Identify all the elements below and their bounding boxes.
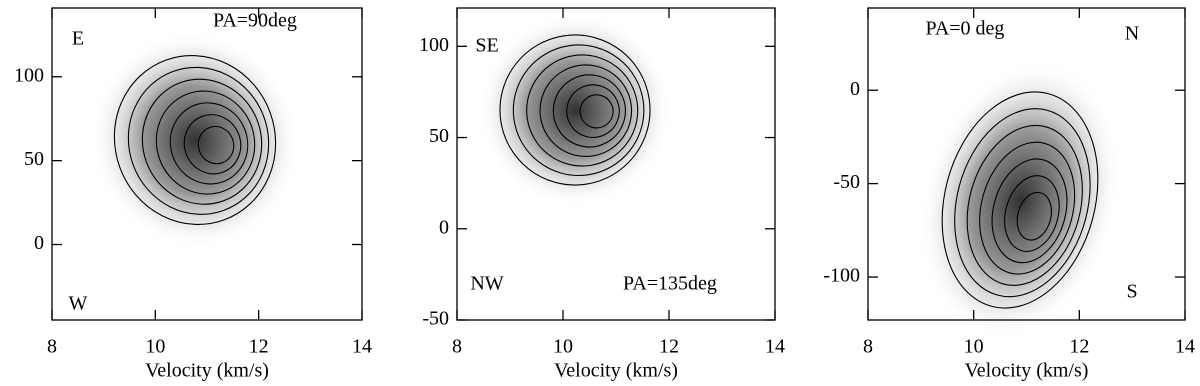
y-tick-label: -50 — [833, 171, 860, 193]
contour — [979, 141, 1076, 275]
y-tick-label: 50 — [429, 125, 449, 147]
annotation: PA=0 deg — [926, 18, 1005, 40]
annotation: N — [1125, 23, 1139, 45]
contour — [197, 125, 235, 165]
x-tick-label: 12 — [249, 336, 269, 358]
contour — [141, 78, 263, 205]
x-tick-label: 8 — [863, 336, 873, 358]
x-tick-label: 8 — [452, 336, 462, 358]
x-axis-label: Velocity (km/s) — [554, 360, 678, 382]
contour — [113, 55, 277, 225]
y-tick-label: 0 — [850, 78, 860, 100]
contour — [155, 90, 256, 195]
x-tick-label: 8 — [47, 336, 57, 358]
x-axis-label: Velocity (km/s) — [965, 360, 1089, 382]
annotation: E — [72, 28, 84, 50]
emission — [90, 30, 300, 250]
annotation: PA=135deg — [623, 273, 717, 295]
y-tick-label: -50 — [422, 308, 449, 330]
x-tick-label: 14 — [1175, 336, 1195, 358]
annotation: PA=90deg — [213, 10, 297, 32]
plot-frame — [456, 7, 776, 321]
plot-frame — [51, 7, 363, 321]
emission — [918, 59, 1122, 341]
emission — [477, 12, 673, 208]
y-tick-label: 0 — [439, 216, 449, 238]
contour — [954, 108, 1091, 298]
contour — [512, 44, 645, 177]
y-tick-label: 50 — [24, 148, 44, 170]
x-tick-label: 12 — [1069, 336, 1089, 358]
annotation: W — [69, 293, 88, 315]
y-tick-label: 100 — [419, 34, 449, 56]
annotation: S — [1126, 281, 1137, 303]
contour — [526, 54, 639, 167]
x-tick-label: 12 — [659, 336, 679, 358]
annotation: SE — [475, 35, 498, 57]
y-tick-label: 100 — [14, 64, 44, 86]
contour — [991, 158, 1068, 264]
contour — [169, 102, 249, 185]
contour — [499, 34, 651, 186]
x-tick-label: 14 — [765, 336, 785, 358]
x-tick-label: 10 — [964, 336, 984, 358]
x-tick-label: 10 — [145, 336, 165, 358]
contour — [966, 124, 1083, 286]
y-tick-label: 0 — [34, 232, 44, 254]
x-axis-label: Velocity (km/s) — [145, 360, 269, 382]
contour — [552, 74, 626, 148]
annotation: NW — [470, 273, 503, 295]
contour — [183, 114, 242, 175]
contour — [539, 64, 633, 157]
x-tick-label: 14 — [352, 336, 372, 358]
x-tick-label: 10 — [553, 336, 573, 358]
contour — [579, 94, 614, 129]
contour — [1016, 191, 1052, 241]
plot-frame — [867, 7, 1186, 321]
y-tick-label: -100 — [823, 265, 860, 287]
contour — [1004, 175, 1060, 252]
contour — [566, 84, 620, 138]
contour — [941, 91, 1099, 309]
contour — [127, 66, 270, 215]
